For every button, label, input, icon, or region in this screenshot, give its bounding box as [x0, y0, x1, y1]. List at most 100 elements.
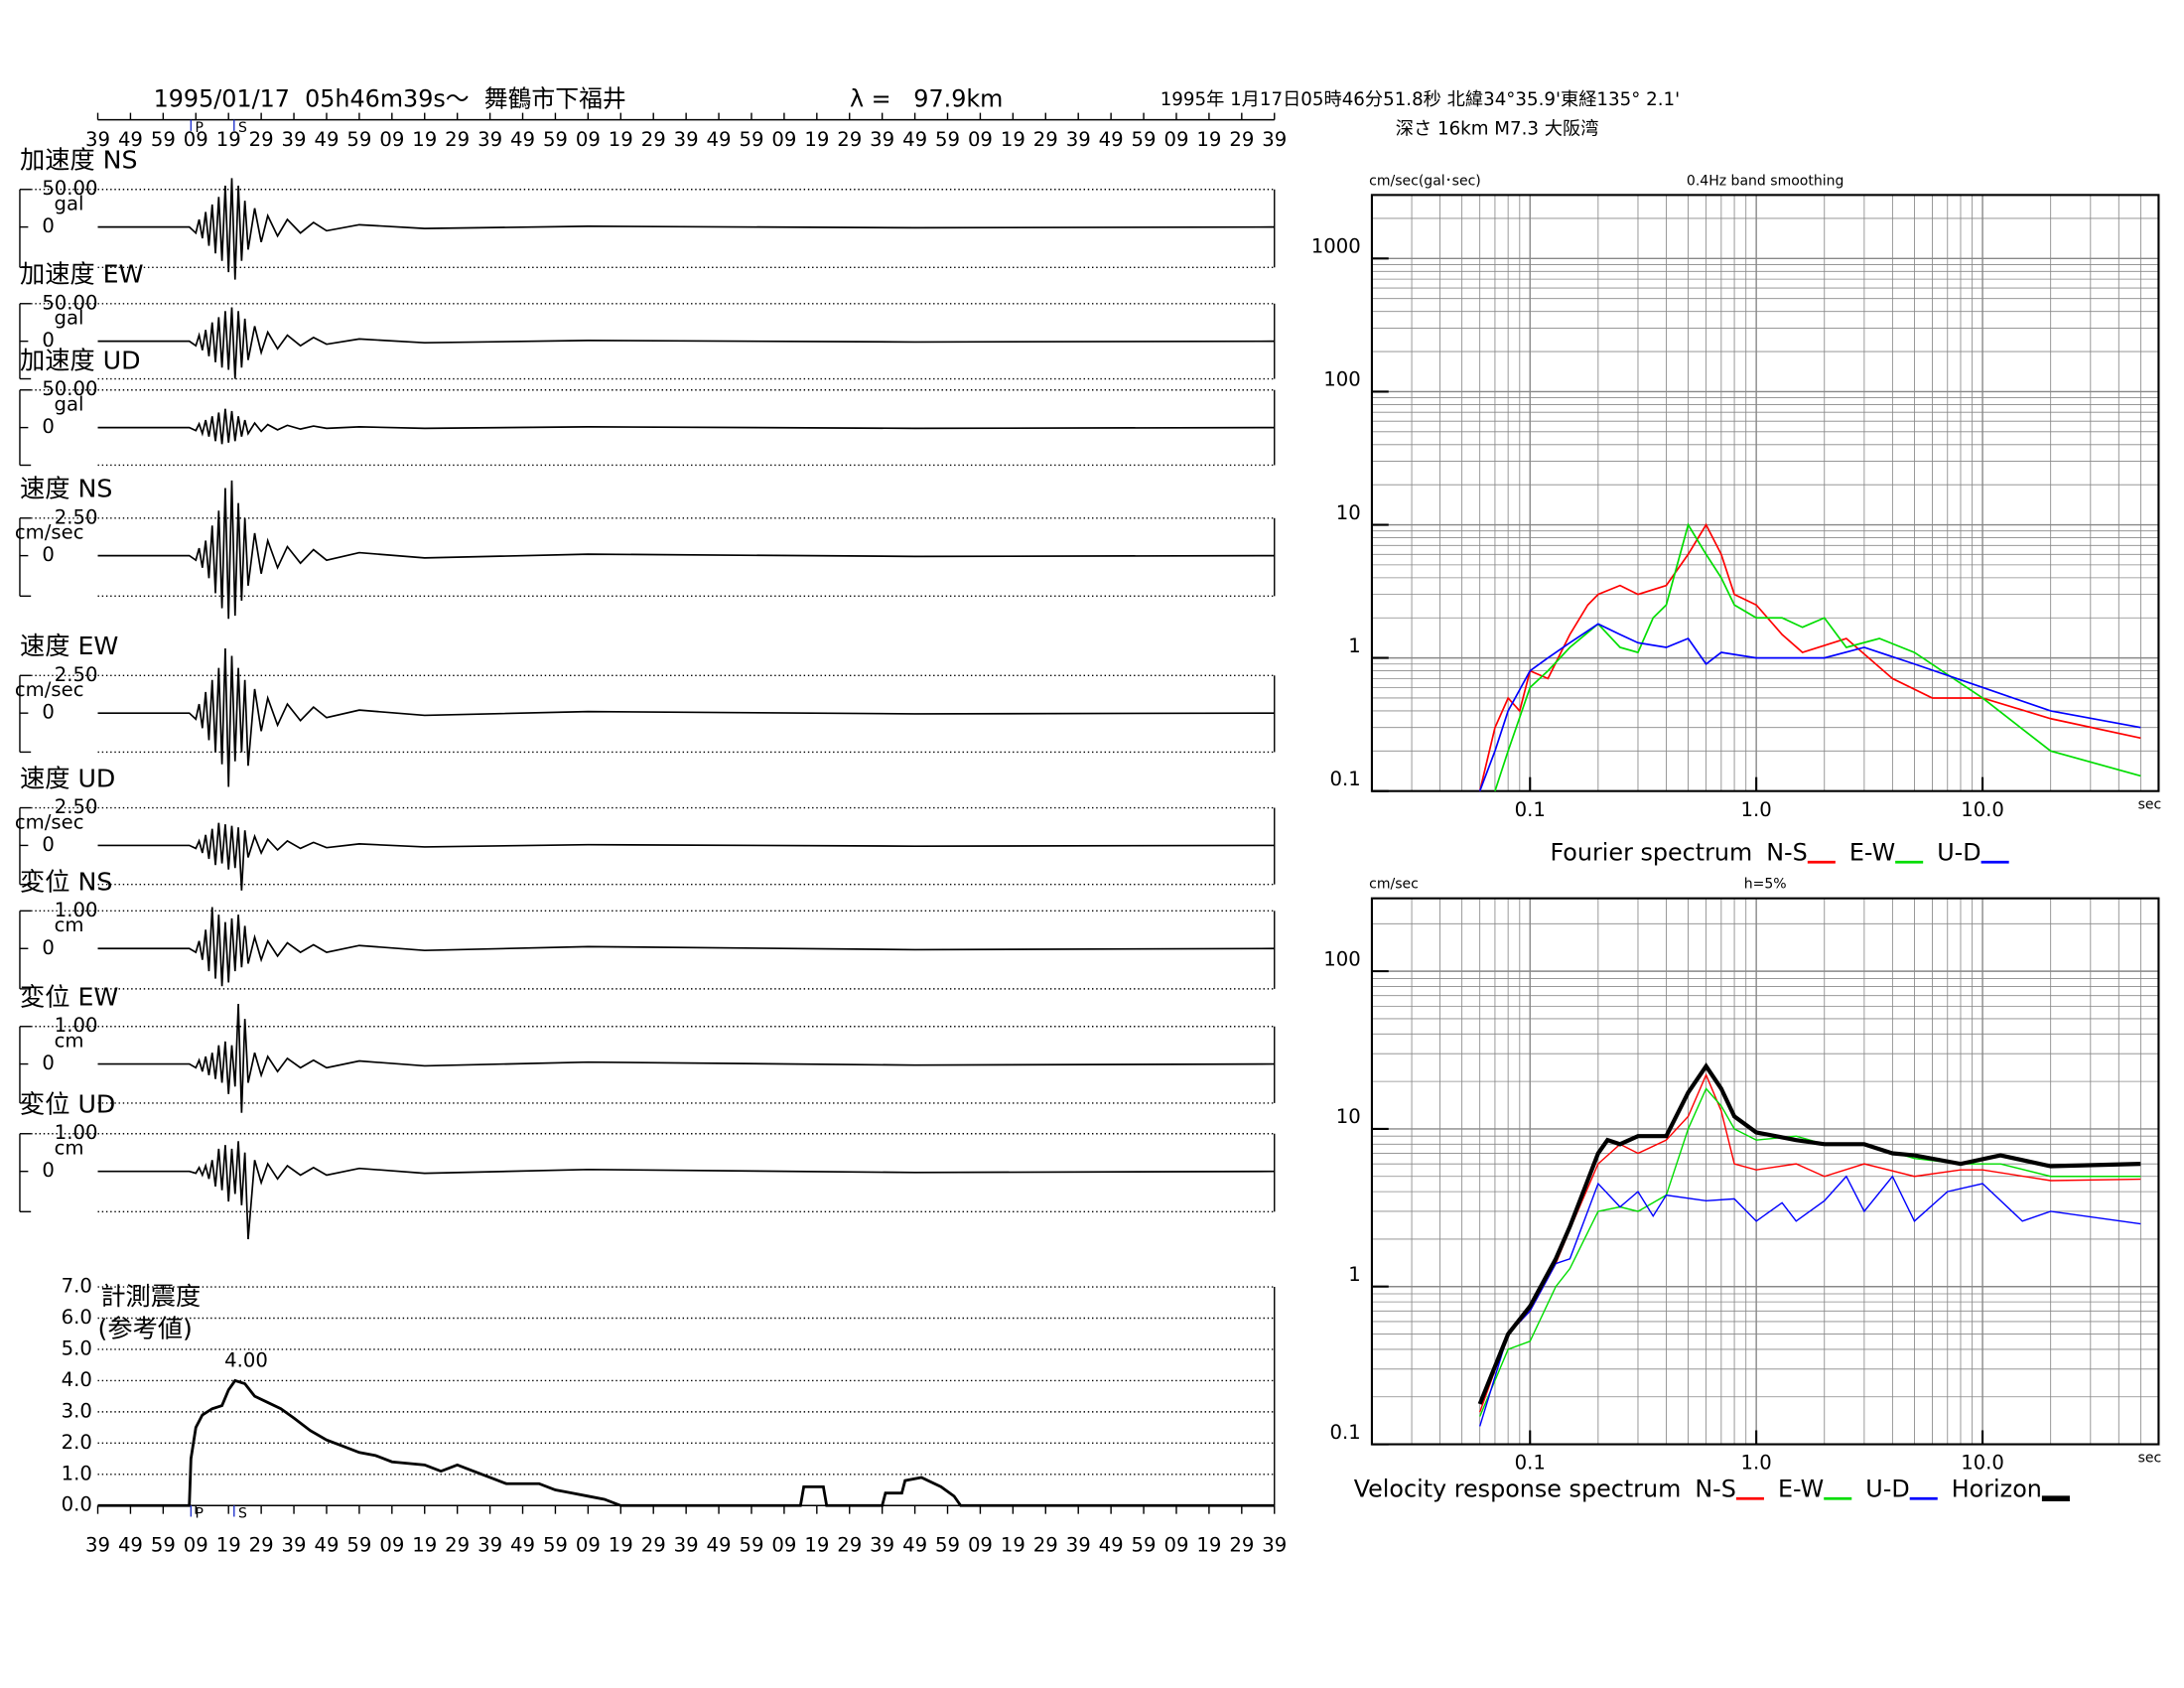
time-tick-label: 29 [1033, 1533, 1058, 1556]
time-tick-label: 09 [771, 1533, 796, 1556]
time-tick-label: 59 [151, 1533, 176, 1556]
spectrum-line [1479, 1087, 2141, 1417]
y-tick-label: 1000 [1311, 235, 1361, 258]
legend-title: Velocity response spectrum [1354, 1475, 1682, 1502]
time-tick-label: 19 [1196, 1533, 1221, 1556]
trace-title: 変位 EW [20, 983, 118, 1012]
unit-label: cm/sec [15, 810, 84, 833]
time-tick-label: 49 [707, 128, 732, 151]
trace-title: 変位 NS [20, 867, 112, 896]
y-tick-label: 2.50 [55, 795, 98, 818]
y-tick-label: 50.00 [42, 291, 97, 314]
trace-title: 変位 UD [20, 1090, 115, 1119]
time-tick-label: 29 [641, 1533, 666, 1556]
waveform [97, 822, 1275, 891]
time-tick-label: 49 [118, 1533, 143, 1556]
y-tick-label: 6.0 [62, 1306, 92, 1329]
y-unit: cm/sec(gal･sec) [1369, 173, 1481, 189]
y-tick-label: 50.00 [42, 177, 97, 200]
phase-label: P [196, 120, 204, 136]
time-tick-label: 39 [1262, 128, 1287, 151]
y-unit: cm/sec [1369, 877, 1419, 893]
legend-label: N-S [1766, 838, 1808, 866]
y-tick-label: 0 [42, 936, 55, 959]
time-tick-label: 29 [249, 128, 274, 151]
spectrum-line [1479, 1072, 2141, 1413]
time-tick-label: 19 [1001, 1533, 1025, 1556]
spectrum-line [1477, 1061, 2141, 1405]
y-tick-label: 2.0 [62, 1431, 92, 1454]
time-tick-label: 29 [837, 128, 862, 151]
y-tick-label: 0 [42, 329, 55, 352]
time-tick-label: 19 [609, 1533, 633, 1556]
y-tick-label: 5.0 [62, 1336, 92, 1359]
x-tick-label: 0.1 [1515, 1452, 1546, 1475]
waveform [97, 1141, 1275, 1240]
y-tick-label: 1.00 [55, 899, 98, 921]
trace-title: 加速度 EW [20, 260, 144, 289]
time-tick-label: 39 [1262, 1533, 1287, 1556]
time-tick-label: 49 [1099, 1533, 1124, 1556]
time-tick-label: 49 [902, 1533, 927, 1556]
time-tick-label: 09 [379, 1533, 404, 1556]
unit-label: gal [55, 393, 84, 416]
y-tick-label: 7.0 [62, 1275, 92, 1298]
chart-title: 計測震度 [100, 1282, 201, 1311]
time-tick-label: 49 [510, 1533, 535, 1556]
legend-label: Horizon [1952, 1475, 2042, 1502]
time-tick-label: 19 [609, 128, 633, 151]
unit-label: cm [55, 1137, 84, 1160]
trace-title: 加速度 UD [20, 347, 141, 375]
waveform [97, 178, 1275, 280]
legend-label: U-D [1865, 1475, 1909, 1502]
time-tick-label: 59 [1132, 128, 1157, 151]
time-tick-label: 19 [412, 128, 437, 151]
trace-title: 速度 NS [20, 475, 112, 503]
time-tick-label: 39 [1066, 1533, 1091, 1556]
epicenter: 1995年 1月17日05時46分51.8秒 北緯34°35.9'東経135° … [1160, 89, 1680, 110]
waveform [97, 1004, 1275, 1113]
time-tick-label: 29 [1229, 128, 1254, 151]
y-tick-label: 100 [1323, 947, 1360, 970]
time-tick-label: 59 [935, 1533, 960, 1556]
time-tick-label: 49 [118, 128, 143, 151]
subtitle: h=5% [1744, 877, 1787, 893]
waveform [97, 907, 1275, 987]
legend-label: E-W [1778, 1475, 1824, 1502]
x-unit: sec [2138, 1451, 2162, 1467]
time-tick-label: 19 [804, 1533, 829, 1556]
y-tick-label: 0.1 [1329, 768, 1360, 790]
record-title: 1995/01/17 05h46m39s〜 舞鶴市下福井 [154, 84, 626, 112]
time-tick-label: 59 [739, 1533, 763, 1556]
y-tick-label: 0.1 [1329, 1421, 1360, 1444]
unit-label: cm/sec [15, 521, 84, 544]
time-tick-label: 59 [739, 128, 763, 151]
time-tick-label: 09 [968, 1533, 993, 1556]
x-tick-label: 1.0 [1741, 1452, 1772, 1475]
time-tick-label: 39 [870, 128, 894, 151]
y-tick-label: 0 [42, 543, 55, 566]
trace-title: 速度 EW [20, 632, 118, 660]
y-tick-label: 1.00 [55, 1014, 98, 1037]
time-tick-label: 09 [576, 1533, 601, 1556]
y-tick-label: 1 [1348, 634, 1361, 657]
x-tick-label: 10.0 [1961, 1452, 2004, 1475]
x-tick-label: 10.0 [1961, 798, 2004, 821]
time-tick-label: 49 [902, 128, 927, 151]
y-tick-label: 0 [42, 701, 55, 724]
time-tick-label: 39 [282, 1533, 307, 1556]
unit-label: gal [55, 193, 84, 215]
time-tick-label: 09 [1163, 1533, 1188, 1556]
time-tick-label: 59 [151, 128, 176, 151]
time-tick-label: 39 [282, 128, 307, 151]
spectrum-line [1479, 1175, 2141, 1427]
time-tick-label: 09 [1163, 128, 1188, 151]
x-unit: sec [2138, 797, 2162, 813]
y-tick-label: 0 [42, 1159, 55, 1182]
time-tick-label: 59 [935, 128, 960, 151]
y-tick-label: 100 [1323, 368, 1360, 391]
time-tick-label: 19 [412, 1533, 437, 1556]
time-tick-label: 49 [510, 128, 535, 151]
